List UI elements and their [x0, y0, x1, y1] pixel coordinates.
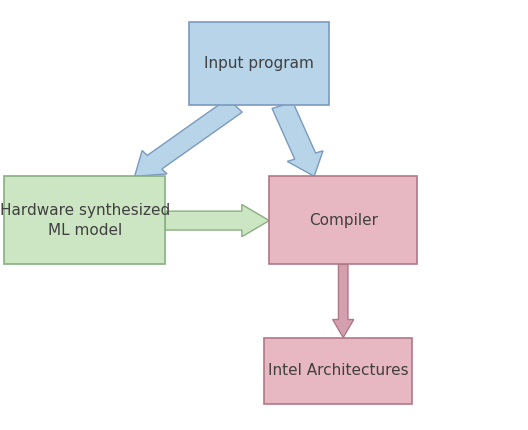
FancyBboxPatch shape [189, 22, 329, 105]
FancyBboxPatch shape [264, 338, 412, 404]
FancyBboxPatch shape [4, 176, 165, 264]
Text: Hardware synthesized
ML model: Hardware synthesized ML model [0, 203, 170, 238]
Text: Intel Architectures: Intel Architectures [268, 363, 408, 378]
Polygon shape [165, 205, 269, 236]
Text: Compiler: Compiler [309, 213, 378, 228]
Polygon shape [333, 264, 354, 338]
Text: Input program: Input program [204, 56, 314, 71]
Polygon shape [272, 102, 323, 176]
FancyBboxPatch shape [269, 176, 417, 264]
Polygon shape [135, 98, 242, 176]
